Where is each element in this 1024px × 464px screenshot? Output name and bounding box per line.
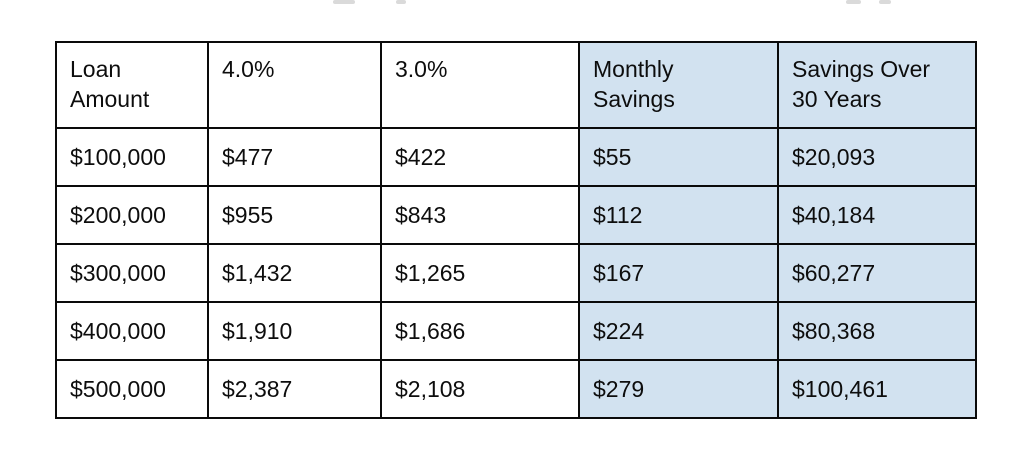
payment-4pct-cell: $955 <box>207 185 382 245</box>
column-header-label: 3.0% <box>395 56 448 82</box>
table-row: $300,000 $1,432 $1,265 $167 $60,277 <box>55 243 977 303</box>
column-header-label: 4.0% <box>222 56 275 82</box>
payment-3pct-cell: $1,686 <box>380 301 580 361</box>
payment-3pct-cell: $2,108 <box>380 359 580 419</box>
mortgage-savings-table: Loan Amount 4.0% 3.0% Monthly Savings Sa… <box>55 41 977 419</box>
column-header-loan-amount: Loan Amount <box>55 41 209 129</box>
table-row: $100,000 $477 $422 $55 $20,093 <box>55 127 977 187</box>
column-header-label: Savings Over 30 Years <box>792 56 931 112</box>
loan-amount-cell: $400,000 <box>55 301 209 361</box>
monthly-savings-cell: $112 <box>578 185 779 245</box>
clipped-text-fragment <box>396 0 406 4</box>
table-row: $400,000 $1,910 $1,686 $224 $80,368 <box>55 301 977 361</box>
column-header-savings-30-years: Savings Over 30 Years <box>777 41 977 129</box>
clipped-text-fragment <box>333 0 355 4</box>
column-header-label: Loan Amount <box>70 56 150 112</box>
monthly-savings-cell: $167 <box>578 243 779 303</box>
savings-30yr-cell: $40,184 <box>777 185 977 245</box>
payment-4pct-cell: $2,387 <box>207 359 382 419</box>
payment-3pct-cell: $422 <box>380 127 580 187</box>
payment-4pct-cell: $477 <box>207 127 382 187</box>
clipped-text-fragment <box>846 0 861 4</box>
table-row: $200,000 $955 $843 $112 $40,184 <box>55 185 977 245</box>
loan-amount-cell: $200,000 <box>55 185 209 245</box>
column-header-rate-3-0: 3.0% <box>380 41 580 129</box>
savings-30yr-cell: $100,461 <box>777 359 977 419</box>
payment-3pct-cell: $843 <box>380 185 580 245</box>
loan-amount-cell: $100,000 <box>55 127 209 187</box>
monthly-savings-cell: $55 <box>578 127 779 187</box>
savings-30yr-cell: $80,368 <box>777 301 977 361</box>
loan-amount-cell: $500,000 <box>55 359 209 419</box>
monthly-savings-cell: $279 <box>578 359 779 419</box>
table-row: $500,000 $2,387 $2,108 $279 $100,461 <box>55 359 977 419</box>
payment-4pct-cell: $1,432 <box>207 243 382 303</box>
payment-3pct-cell: $1,265 <box>380 243 580 303</box>
column-header-monthly-savings: Monthly Savings <box>578 41 779 129</box>
loan-amount-cell: $300,000 <box>55 243 209 303</box>
savings-30yr-cell: $60,277 <box>777 243 977 303</box>
column-header-rate-4-0: 4.0% <box>207 41 382 129</box>
header-row: Loan Amount 4.0% 3.0% Monthly Savings Sa… <box>55 41 977 129</box>
savings-30yr-cell: $20,093 <box>777 127 977 187</box>
payment-4pct-cell: $1,910 <box>207 301 382 361</box>
clipped-text-fragment <box>879 0 891 4</box>
column-header-label: Monthly Savings <box>593 56 675 112</box>
monthly-savings-cell: $224 <box>578 301 779 361</box>
